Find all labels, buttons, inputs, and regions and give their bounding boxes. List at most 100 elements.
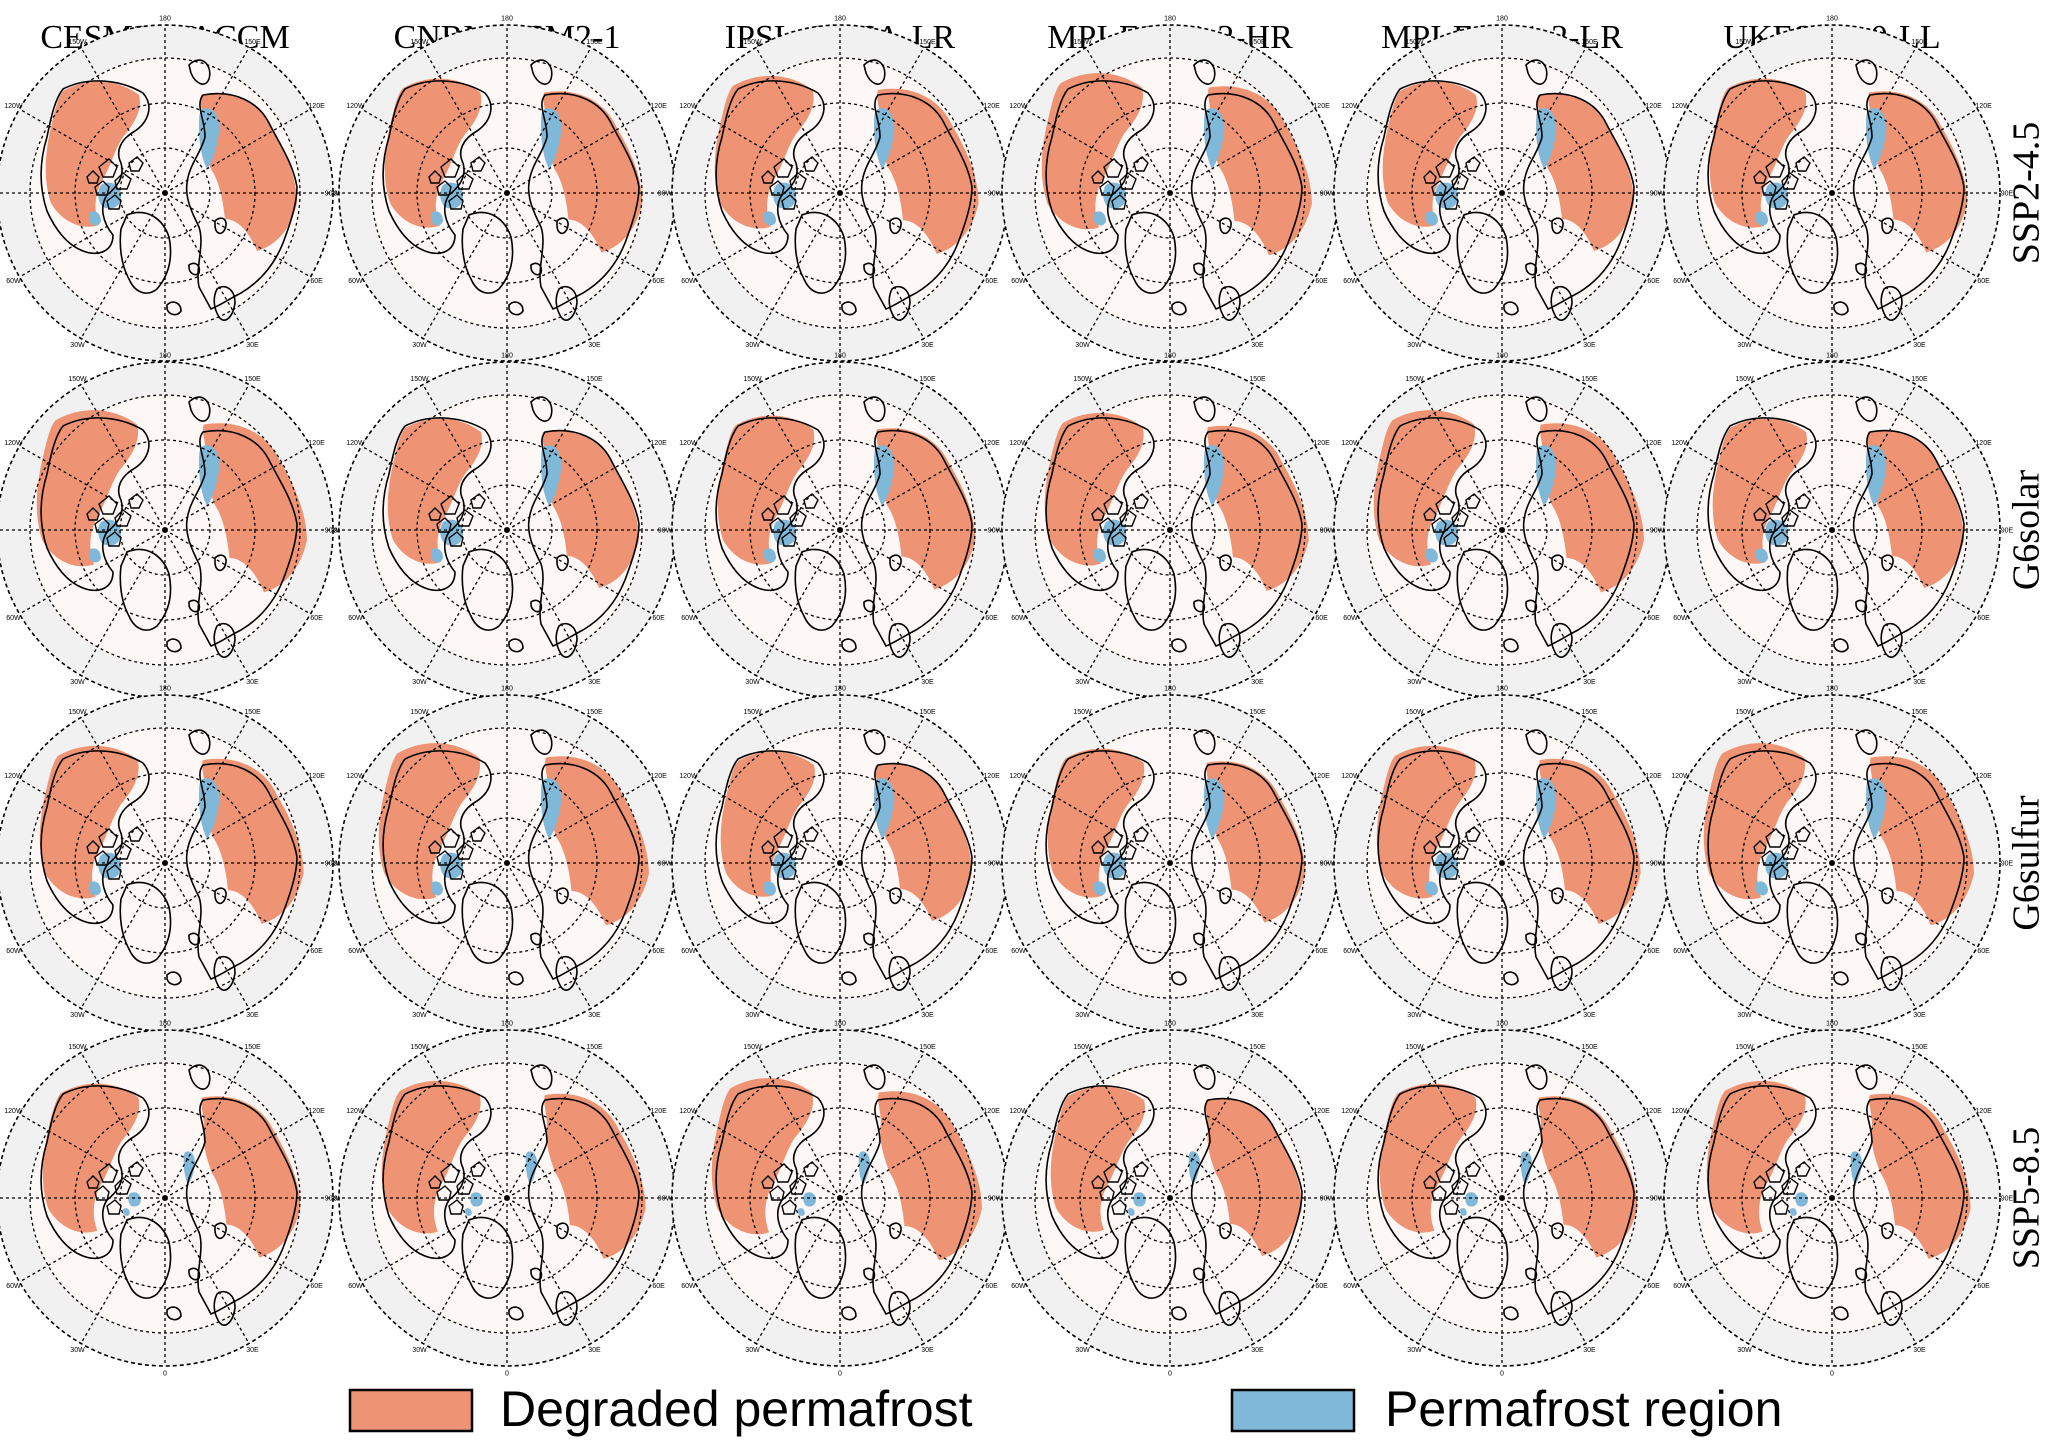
longitude-label: 180 — [1164, 686, 1176, 693]
meridian-line — [361, 862, 508, 948]
longitude-label: 30W — [1075, 1347, 1090, 1354]
longitude-label: 180 — [501, 16, 513, 23]
longitude-label: 90W — [1650, 528, 1665, 535]
meridian-line — [19, 862, 166, 948]
longitude-label: 30E — [246, 342, 259, 349]
longitude-label: 120E — [650, 1108, 667, 1115]
map-border — [1663, 694, 2001, 1032]
longitude-label: 60W — [6, 278, 21, 285]
longitude-label: 60E — [1315, 278, 1328, 285]
meridian-line — [1085, 529, 1171, 676]
longitude-label: 120E — [1645, 440, 1662, 447]
longitude-label: 180 — [159, 1021, 171, 1028]
longitude-label: 150E — [1581, 376, 1598, 383]
meridian-line — [1501, 1197, 1587, 1344]
meridian-line — [1686, 445, 1833, 531]
longitude-label: 30W — [745, 342, 760, 349]
meridian-line — [1356, 108, 1503, 194]
longitude-label: 60W — [681, 1283, 696, 1290]
longitude-label: 150E — [919, 376, 936, 383]
meridian-line — [1501, 1052, 1587, 1199]
model-titles: CESM2-WACCMCNRM-ESM2-1IPSL-CM6A-LRMPI-ES… — [40, 19, 1940, 56]
meridian-line — [839, 1052, 925, 1199]
meridian-line — [1831, 47, 1917, 194]
meridian-line — [506, 192, 592, 339]
longitude-label: 90W — [1320, 528, 1335, 535]
longitude-label: 120W — [4, 1108, 23, 1115]
longitude-label: 60W — [1673, 1283, 1688, 1290]
longitude-label: 120E — [1313, 440, 1330, 447]
meridian-line — [1501, 717, 1587, 864]
longitude-label: 30W — [70, 1012, 85, 1019]
longitude-label: 150E — [1249, 709, 1266, 716]
meridian-line — [1417, 862, 1503, 1009]
longitude-label: 30W — [745, 679, 760, 686]
meridian-line — [1686, 1197, 1833, 1283]
meridian-line — [839, 1197, 925, 1344]
meridian-line — [19, 1113, 166, 1199]
longitude-label: 180 — [834, 353, 846, 360]
longitude-label: 30W — [412, 342, 427, 349]
meridian-line — [506, 1052, 592, 1199]
longitude-label: 90W — [658, 528, 673, 535]
longitude-label: 30W — [745, 1012, 760, 1019]
longitude-label: 120W — [1671, 1108, 1690, 1115]
longitude-label: 30E — [588, 679, 601, 686]
longitude-label: 60W — [681, 948, 696, 955]
meridian-line — [1169, 778, 1316, 864]
longitude-label: 0 — [838, 1371, 842, 1378]
longitude-label: 120E — [650, 773, 667, 780]
longitude-label: 150W — [68, 1044, 87, 1051]
meridian-line — [1356, 778, 1503, 864]
longitude-label: 120W — [4, 440, 23, 447]
meridian-line — [506, 384, 592, 531]
longitude-label: 30W — [745, 1347, 760, 1354]
meridian-line — [839, 384, 925, 531]
meridian-line — [1356, 1113, 1503, 1199]
longitude-label: 90E — [2001, 528, 2014, 535]
longitude-label: 180 — [834, 686, 846, 693]
longitude-label: 60E — [1647, 278, 1660, 285]
meridian-line — [1356, 192, 1503, 278]
meridian-line — [1169, 529, 1316, 615]
longitude-label: 90W — [988, 1196, 1003, 1203]
longitude-label: 150W — [1073, 1044, 1092, 1051]
longitude-label: 120W — [4, 773, 23, 780]
scenario-titles: SSP2-4.5 G6solar G6sulfur SSP5-8.5 — [2006, 122, 2048, 1270]
longitude-label: 90W — [1650, 1196, 1665, 1203]
longitude-label: 150E — [1249, 1044, 1266, 1051]
meridian-line — [361, 529, 508, 615]
meridian-line — [1169, 1052, 1255, 1199]
meridian-line — [694, 192, 841, 278]
meridian-line — [1085, 47, 1171, 194]
longitude-label: 90E — [2001, 191, 2014, 198]
longitude-label: 150W — [410, 1044, 429, 1051]
meridian-line — [1356, 445, 1503, 531]
meridian-line — [839, 529, 986, 615]
longitude-label: 150W — [1073, 39, 1092, 46]
longitude-label: 120E — [1313, 773, 1330, 780]
longitude-label: 180 — [1164, 353, 1176, 360]
map-border — [0, 24, 334, 362]
meridian-line — [164, 862, 250, 1009]
meridian-line — [1024, 108, 1171, 194]
longitude-label: 30E — [246, 679, 259, 686]
longitude-label: 30E — [1251, 1012, 1264, 1019]
meridian-line — [1501, 778, 1648, 864]
meridian-line — [506, 529, 592, 676]
meridian-line — [839, 1113, 986, 1199]
meridian-line — [1085, 384, 1171, 531]
longitude-label: 120W — [679, 1108, 698, 1115]
meridian-line — [1831, 1113, 1978, 1199]
meridian-line — [506, 862, 653, 948]
meridian-line — [1024, 778, 1171, 864]
meridian-line — [422, 192, 508, 339]
meridian-line — [694, 1197, 841, 1283]
longitude-label: 60W — [1343, 948, 1358, 955]
meridian-line — [80, 529, 166, 676]
longitude-label: 180 — [1496, 1021, 1508, 1028]
longitude-label: 90E — [2001, 861, 2014, 868]
